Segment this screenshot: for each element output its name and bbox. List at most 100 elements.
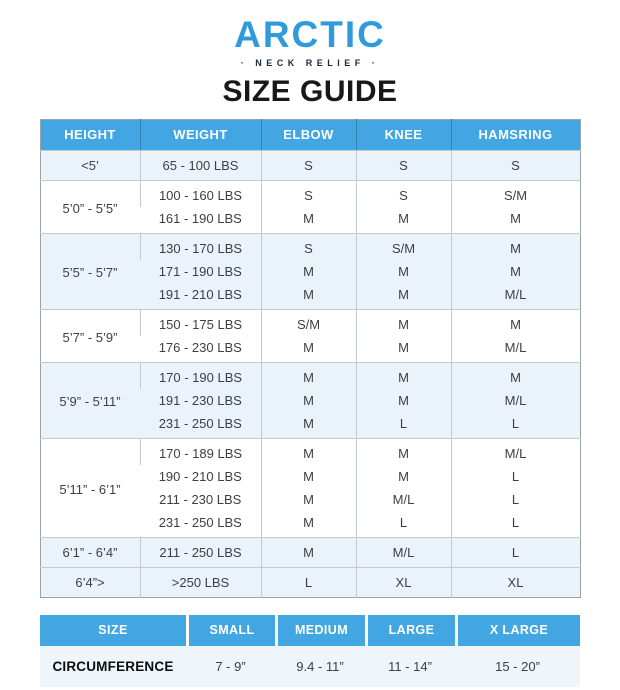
elbow-cell: M [260,259,356,283]
weight-cell: 161 - 190 LBS [140,206,261,234]
circumference-row: CIRCUMFERENCE 7 - 9” 9.4 - 11” 11 - 14” 15 … [40,645,580,687]
weight-cell: 100 - 160 LBS [139,179,261,207]
weight-cell: 176 - 230 LBS [140,335,261,363]
hamsring-cell: L [450,510,580,538]
circumference-value: 9.4 - 11” [275,645,365,687]
elbow-cell: M [260,411,356,439]
circumference-label: CIRCUMFERENCE [40,645,186,687]
knee-cell: S [355,149,451,181]
knee-cell: M [355,335,451,363]
table-row: 211 - 230 LBS M M/L L [40,487,580,511]
brand-tagline: · NECK RELIEF · [240,57,380,68]
knee-cell: S/M [355,232,451,260]
brand-header: ARCTIC · NECK RELIEF · SIZE GUIDE [0,14,620,108]
knee-cell: M [355,361,451,389]
hamsring-cell: L [450,411,580,439]
elbow-cell: M [260,510,356,538]
table-row: 5’9” - 5’11” 170 - 190 LBS M M M [40,361,580,439]
weight-cell: 65 - 100 LBS [139,149,261,181]
size-table-header: HEIGHT WEIGHT ELBOW KNEE HAMSRING [40,119,580,151]
hamsring-cell: M/L [450,335,580,363]
height-cell: 5’7” - 5’9” [40,308,140,363]
elbow-cell: S [260,232,356,260]
table-row: 5’7” - 5’9” 150 - 175 LBS S/M M M [40,308,580,363]
table-row: 5’0” - 5’5” 100 - 160 LBS S S S/M [40,179,580,234]
column-header-elbow: ELBOW [260,119,356,151]
hamsring-cell: M/L [450,388,580,412]
hamsring-cell: M/L [450,282,580,310]
circumference-header-row: SIZE SMALL MEDIUM LARGE X LARGE [40,614,580,646]
table-row: 6’4”> >250 LBS L XL XL [40,566,580,598]
height-cell: 6’4”> [40,566,140,598]
knee-cell: L [355,510,451,538]
table-row: 5’11” - 6’1” 170 - 189 LBS M M M/L [40,437,580,538]
hamsring-cell: L [450,487,580,511]
weight-cell: 191 - 210 LBS [140,282,261,310]
weight-cell: 130 - 170 LBS [139,232,261,260]
circ-column-header-size: SIZE [40,614,186,646]
hamsring-cell: M/L [450,437,580,465]
column-header-hamsring: HAMSRING [450,119,580,151]
hamsring-cell: M [450,206,580,234]
table-row: 191 - 230 LBS M M M/L [40,388,580,412]
elbow-cell: M [260,437,356,465]
brand-logo: ARCTIC [234,14,386,55]
weight-cell: 231 - 250 LBS [140,510,261,538]
height-cell: 6’1” - 6’4” [40,536,140,568]
column-header-height: HEIGHT [40,119,140,151]
circumference-table: SIZE SMALL MEDIUM LARGE X LARGE CIRCUMFERENC… [40,614,580,687]
elbow-cell: L [260,566,356,598]
column-header-weight: WEIGHT [139,119,261,151]
circumference-value: 15 - 20” [455,645,580,687]
elbow-cell: M [260,487,356,511]
weight-cell: 190 - 210 LBS [140,464,261,488]
hamsring-cell: S/M [450,179,580,207]
elbow-cell: M [260,282,356,310]
table-row: 171 - 190 LBS M M M [40,259,580,283]
size-table-body: <5’ 65 - 100 LBS S S S 5’0” - 5’5” 100 - 160 L… [40,149,580,598]
table-row: 161 - 190 LBS M M M [40,206,580,234]
circumference-table-body: CIRCUMFERENCE 7 - 9” 9.4 - 11” 11 - 14” 15 … [40,645,580,687]
weight-cell: 171 - 190 LBS [140,259,261,283]
height-cell: 5’9” - 5’11” [40,361,140,439]
table-row: 190 - 210 LBS M M L [40,464,580,488]
knee-cell: XL [355,566,451,598]
column-header-knee: KNEE [355,119,451,151]
table-row: 176 - 230 LBS M M M/L [40,335,580,363]
elbow-cell: M [260,388,356,412]
table-row: <5’ 65 - 100 LBS S S S [40,149,580,181]
knee-cell: M [355,464,451,488]
circ-column-header-x-large: X LARGE [455,614,580,646]
weight-cell: 150 - 175 LBS [139,308,261,336]
circ-column-header-small: SMALL [186,614,275,646]
weight-cell: 191 - 230 LBS [140,388,261,412]
hamsring-cell: M [450,232,580,260]
table-row: 231 - 250 LBS M L L [40,411,580,439]
weight-cell: 211 - 230 LBS [140,487,261,511]
knee-cell: M [355,308,451,336]
weight-cell: >250 LBS [139,566,261,598]
table-row: 231 - 250 LBS M L L [40,510,580,538]
size-table-header-row: HEIGHT WEIGHT ELBOW KNEE HAMSRING [40,119,580,151]
weight-cell: 170 - 189 LBS [139,437,261,465]
elbow-cell: M [260,206,356,234]
hamsring-cell: M [450,259,580,283]
elbow-cell: S [260,179,356,207]
hamsring-cell: S [450,149,580,181]
elbow-cell: M [260,361,356,389]
height-cell: <5’ [40,149,140,181]
table-row: 5’5” - 5’7” 130 - 170 LBS S S/M M [40,232,580,310]
knee-cell: M/L [355,487,451,511]
circ-column-header-large: LARGE [365,614,455,646]
size-table: HEIGHT WEIGHT ELBOW KNEE HAMSRING <5’ 65 - 10… [39,118,581,598]
weight-cell: 211 - 250 LBS [139,536,261,568]
elbow-cell: M [260,464,356,488]
hamsring-cell: L [450,536,580,568]
elbow-cell: S [260,149,356,181]
hamsring-cell: M [450,361,580,389]
knee-cell: M [355,388,451,412]
elbow-cell: M [260,536,356,568]
table-row: 191 - 210 LBS M M M/L [40,282,580,310]
knee-cell: M [355,437,451,465]
knee-cell: M [355,282,451,310]
